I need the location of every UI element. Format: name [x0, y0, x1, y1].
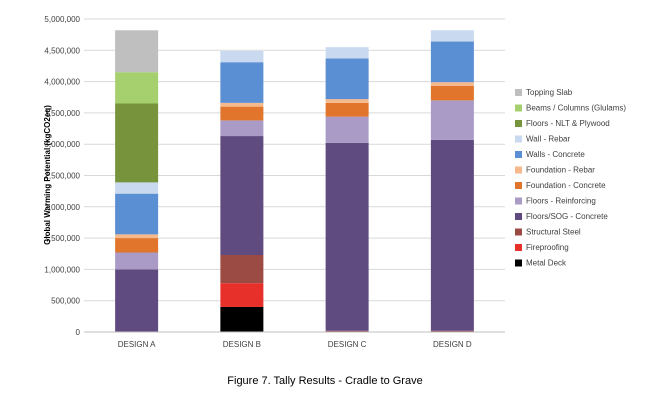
x-tick-label: DESIGN A	[118, 340, 156, 349]
legend-label: Topping Slab	[526, 88, 573, 97]
y-tick-label: 1,000,000	[44, 265, 80, 274]
legend-label: Wall - Rebar	[526, 135, 570, 144]
y-tick-label: 4,500,000	[44, 46, 80, 55]
legend-swatch	[515, 244, 522, 251]
bar-segment	[430, 30, 474, 42]
legend-label: Walls - Concrete	[526, 150, 585, 159]
bar-segment	[220, 50, 264, 63]
legend-swatch	[515, 197, 522, 205]
bar-segment	[325, 142, 369, 331]
y-tick-label: 3,500,000	[44, 109, 80, 118]
legend-swatch	[515, 104, 522, 112]
bar-segment	[325, 58, 369, 100]
bar-segment	[115, 103, 159, 183]
bar-segment	[220, 283, 264, 307]
bar-segment	[430, 41, 474, 83]
x-tick-label: DESIGN B	[223, 340, 261, 349]
bar-segment	[220, 120, 264, 137]
legend-swatch	[515, 135, 522, 143]
bar-segment	[220, 306, 264, 332]
legend-label: Fireproofing	[526, 243, 569, 252]
bar-segment	[115, 234, 159, 239]
x-tick-label: DESIGN C	[328, 340, 367, 349]
legend-swatch	[515, 89, 522, 96]
y-tick-label: 1,500,000	[44, 234, 80, 243]
x-axis-ticks: DESIGN A DESIGN B DESIGN C DESIGN D	[118, 340, 472, 349]
legend-label: Foundation - Concrete	[526, 181, 606, 190]
bar-segment	[430, 82, 474, 86]
bar-segment	[430, 100, 474, 140]
legend-label: Foundation - Rebar	[526, 166, 595, 175]
bar-segment	[220, 255, 264, 284]
legend-swatch	[515, 182, 522, 189]
legend-swatch	[515, 120, 522, 127]
bar-segment	[220, 106, 264, 121]
legend-label: Metal Deck	[526, 259, 567, 268]
legend-swatch	[515, 228, 522, 236]
y-tick-label: 5,000,000	[44, 15, 80, 24]
legend-label: Beams / Columns (Glulams)	[526, 104, 626, 113]
legend-label: Floors/SOG - Concrete	[526, 212, 608, 221]
legend-swatch	[515, 151, 522, 158]
legend-label: Floors - Reinforcing	[526, 197, 596, 206]
bar-segment	[115, 238, 159, 253]
y-tick-label: 4,000,000	[44, 78, 80, 87]
legend-label: Structural Steel	[526, 228, 581, 237]
y-tick-label: 2,000,000	[44, 203, 80, 212]
bar-segment	[115, 30, 159, 73]
bar-segment	[115, 193, 159, 235]
bar-segment	[325, 116, 369, 143]
bar-segment	[115, 182, 159, 194]
bar-segment	[430, 330, 474, 332]
legend-swatch	[515, 213, 522, 220]
bar-segment	[220, 62, 264, 103]
bars	[115, 30, 474, 332]
bar-segment	[430, 139, 474, 331]
bar-segment	[325, 102, 369, 117]
bar-segment	[325, 99, 369, 103]
legend-swatch	[515, 259, 522, 267]
x-tick-label: DESIGN D	[433, 340, 472, 349]
bar-segment	[430, 85, 474, 101]
bar-segment	[115, 252, 159, 270]
y-tick-label: 0	[76, 328, 81, 337]
legend-swatch	[515, 166, 522, 174]
legend-label: Floors - NLT & Plywood	[526, 119, 610, 128]
y-tick-label: 3,000,000	[44, 140, 80, 149]
bar-segment	[115, 269, 159, 332]
legend: Topping Slab Beams / Columns (Glulams) Flo…	[515, 88, 626, 268]
figure-caption: Figure 7. Tally Results - Cradle to Grav…	[227, 375, 423, 387]
y-axis-ticks: 0 500,000 1,000,000 1,500,000 2,000,000 2,500…	[44, 15, 80, 337]
bar-segment	[325, 330, 369, 332]
bar-segment	[220, 102, 264, 107]
y-tick-label: 500,000	[51, 297, 80, 306]
y-tick-label: 2,500,000	[44, 172, 80, 181]
bar-segment	[325, 47, 369, 59]
bar-segment	[115, 72, 159, 104]
y-axis-title: Global Warming Potential (kgCO2eq)	[43, 105, 52, 245]
bar-segment	[220, 136, 264, 256]
